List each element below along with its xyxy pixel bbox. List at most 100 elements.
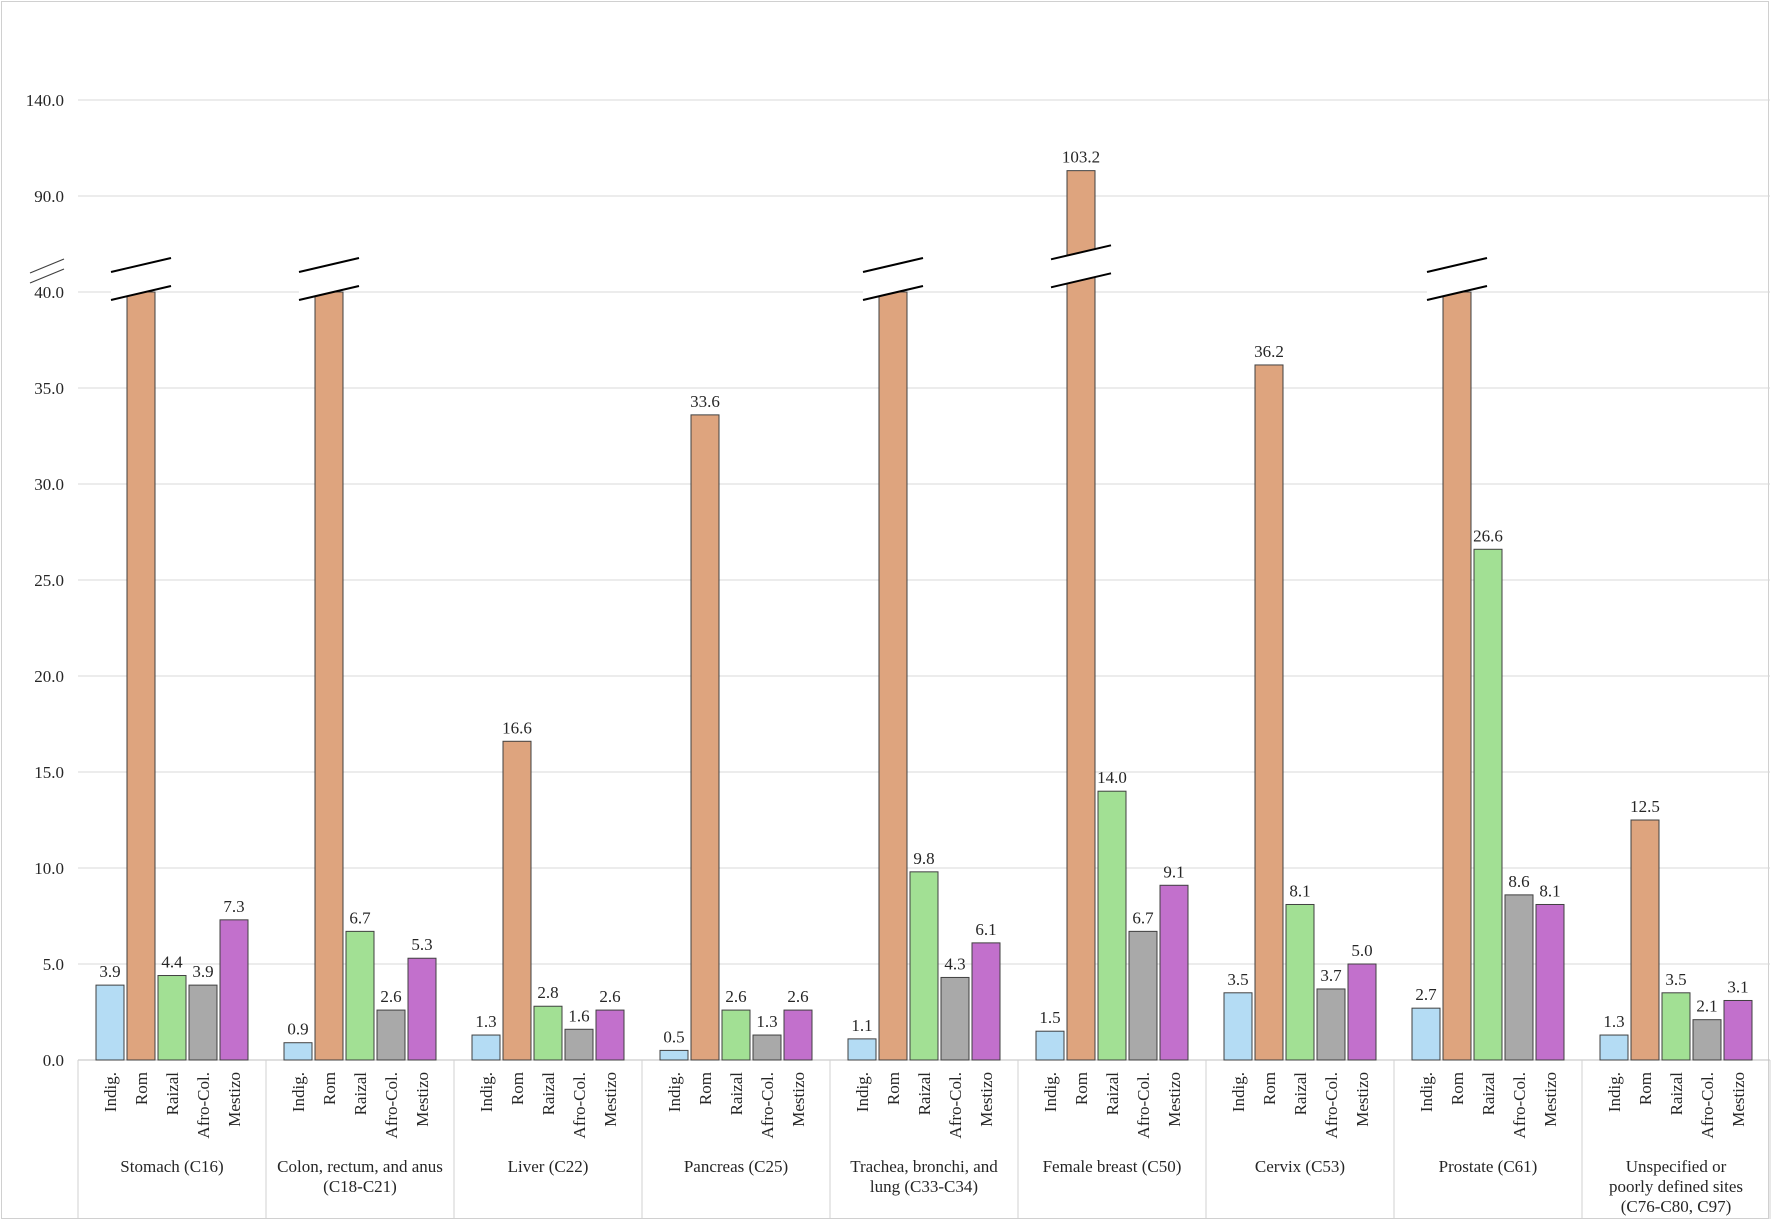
data-label: 2.6: [599, 987, 620, 1006]
data-label: 6.7: [349, 908, 371, 927]
y-tick-label: 90.0: [34, 187, 64, 206]
x-group-label: Afro-Col.: [1510, 1072, 1529, 1139]
bar-afrocol: [1692, 1019, 1722, 1061]
y-tick-label: 0.0: [43, 1051, 64, 1070]
data-label: 12.5: [1630, 797, 1660, 816]
data-label: 2.1: [1696, 997, 1717, 1016]
bar-mestizo: [219, 919, 249, 1061]
category-label: (C76-C80, C97): [1621, 1197, 1732, 1216]
x-group-label: Indig.: [1417, 1072, 1436, 1112]
bar-indig: [1223, 992, 1253, 1061]
x-group-label: Indig.: [1041, 1072, 1060, 1112]
bar-rom: [690, 414, 720, 1061]
bar-break-mark: [110, 285, 172, 301]
bar-rom: [1066, 170, 1096, 1061]
x-group-label: Rom: [1636, 1072, 1655, 1105]
x-group-label: Rom: [696, 1072, 715, 1105]
category-label: poorly defined sites: [1609, 1177, 1743, 1196]
x-group-label: Rom: [1448, 1072, 1467, 1105]
data-label: 14.0: [1097, 768, 1127, 787]
bar-break-mark: [1426, 257, 1488, 273]
x-group-label: Raizal: [1479, 1072, 1498, 1116]
bar-mestizo: [1723, 999, 1753, 1061]
y-tick-label: 15.0: [34, 763, 64, 782]
bar-rom: [502, 740, 532, 1061]
data-label: 9.1: [1163, 862, 1184, 881]
y-tick-label: 10.0: [34, 859, 64, 878]
bar-afrocol: [752, 1034, 782, 1061]
data-label: 2.8: [537, 983, 558, 1002]
data-label: 26.6: [1473, 526, 1503, 545]
y-tick-label: 35.0: [34, 379, 64, 398]
y-tick-label: 140.0: [26, 91, 64, 110]
bar-mestizo: [783, 1009, 813, 1061]
x-group-label: Raizal: [539, 1072, 558, 1116]
bar-mestizo: [1159, 884, 1189, 1061]
data-label: 3.9: [99, 962, 120, 981]
bar-afrocol: [1504, 894, 1534, 1061]
bar-raizal: [345, 930, 375, 1061]
bar-raizal: [721, 1009, 751, 1061]
y-tick-label: 5.0: [43, 955, 64, 974]
bar-raizal: [1285, 903, 1315, 1061]
x-group-label: Afro-Col.: [758, 1072, 777, 1139]
data-label: 5.3: [411, 935, 432, 954]
x-group-label: Indig.: [477, 1072, 496, 1112]
bar-mestizo: [971, 942, 1001, 1061]
data-label: 1.6: [568, 1006, 589, 1025]
bar-raizal: [533, 1005, 563, 1061]
bar-indig: [471, 1034, 501, 1061]
x-group-label: Mestizo: [601, 1072, 620, 1127]
x-group-label: Afro-Col.: [382, 1072, 401, 1139]
bar-afrocol: [376, 1009, 406, 1061]
bar-break-mark: [862, 257, 924, 273]
y-tick-label: 25.0: [34, 571, 64, 590]
bar-mestizo: [1535, 903, 1565, 1061]
x-group-label: Afro-Col.: [946, 1072, 965, 1139]
data-label: 36.2: [1254, 342, 1284, 361]
data-label: 3.9: [192, 962, 213, 981]
data-label: 8.1: [1539, 881, 1560, 900]
category-label: Prostate (C61): [1439, 1157, 1538, 1176]
data-label: 1.3: [475, 1012, 496, 1031]
data-label: 6.7: [1132, 908, 1154, 927]
bar-break-mark: [1426, 285, 1488, 301]
x-group-label: Rom: [1260, 1072, 1279, 1105]
bar-mestizo: [595, 1009, 625, 1061]
x-group-label: Raizal: [163, 1072, 182, 1116]
category-label: Cervix (C53): [1255, 1157, 1345, 1176]
x-group-label: Mestizo: [977, 1072, 996, 1127]
data-label: 33.6: [690, 392, 720, 411]
data-label: 9.8: [913, 849, 934, 868]
bar-mestizo: [407, 957, 437, 1061]
bar-afrocol: [564, 1028, 594, 1061]
bar-rom: [1254, 364, 1284, 1061]
data-label: 0.5: [663, 1027, 684, 1046]
category-label: Colon, rectum, and anus: [277, 1157, 443, 1176]
data-label: 3.5: [1665, 970, 1686, 989]
category-label: Pancreas (C25): [684, 1157, 788, 1176]
x-group-label: Raizal: [1667, 1072, 1686, 1116]
category-label: Stomach (C16): [120, 1157, 223, 1176]
data-label: 2.7: [1415, 985, 1437, 1004]
x-group-label: Raizal: [1103, 1072, 1122, 1116]
data-label: 16.6: [502, 718, 532, 737]
x-group-label: Raizal: [1291, 1072, 1310, 1116]
bar-indig: [1411, 1007, 1441, 1061]
category-label: lung (C33-C34): [870, 1177, 978, 1196]
x-group-label: Rom: [132, 1072, 151, 1105]
x-group-label: Mestizo: [1353, 1072, 1372, 1127]
data-label: 1.1: [851, 1016, 872, 1035]
bar-rom: [1442, 291, 1472, 1061]
x-group-label: Mestizo: [1541, 1072, 1560, 1127]
x-group-label: Afro-Col.: [194, 1072, 213, 1139]
data-label: 1.3: [1603, 1012, 1624, 1031]
x-group-label: Rom: [508, 1072, 527, 1105]
data-label: 3.1: [1727, 977, 1748, 996]
bar-break-mark: [110, 257, 172, 273]
data-label: 4.3: [944, 954, 965, 973]
x-group-label: Raizal: [727, 1072, 746, 1116]
axis-break-mark: [29, 268, 65, 284]
bar-indig: [283, 1042, 313, 1061]
bar-indig: [95, 984, 125, 1061]
